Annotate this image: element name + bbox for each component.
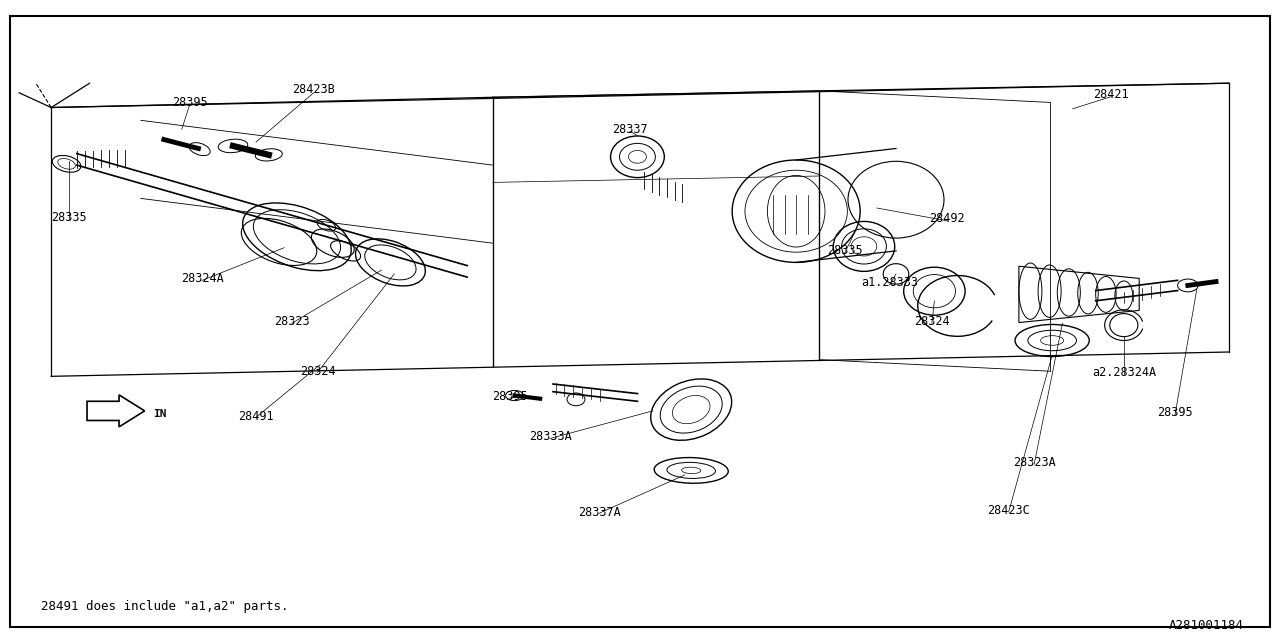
Text: 28395: 28395 bbox=[492, 390, 527, 403]
Text: a2.28324A: a2.28324A bbox=[1092, 366, 1156, 379]
Text: 28337: 28337 bbox=[612, 123, 648, 136]
Text: 28337A: 28337A bbox=[577, 506, 621, 518]
Text: 28335: 28335 bbox=[827, 244, 863, 257]
Text: 28492: 28492 bbox=[929, 212, 965, 225]
Text: 28323A: 28323A bbox=[1012, 456, 1056, 468]
Text: 28421: 28421 bbox=[1093, 88, 1129, 101]
Text: 28491 does include "a1,a2" parts.: 28491 does include "a1,a2" parts. bbox=[41, 600, 288, 613]
Text: 28323: 28323 bbox=[274, 315, 310, 328]
Text: 28324A: 28324A bbox=[180, 272, 224, 285]
Text: 28324: 28324 bbox=[300, 365, 335, 378]
Text: 28423B: 28423B bbox=[292, 83, 335, 96]
Text: a1.28333: a1.28333 bbox=[861, 276, 918, 289]
Text: 28333A: 28333A bbox=[529, 430, 572, 443]
Text: A281001184: A281001184 bbox=[1169, 620, 1244, 632]
Text: 28395: 28395 bbox=[172, 96, 207, 109]
Text: 28324: 28324 bbox=[914, 315, 950, 328]
Text: 28395: 28395 bbox=[1157, 406, 1193, 419]
Text: 28335: 28335 bbox=[51, 211, 87, 224]
Text: IN: IN bbox=[154, 409, 168, 419]
Text: 28423C: 28423C bbox=[987, 504, 1030, 517]
Text: 28491: 28491 bbox=[238, 410, 274, 422]
